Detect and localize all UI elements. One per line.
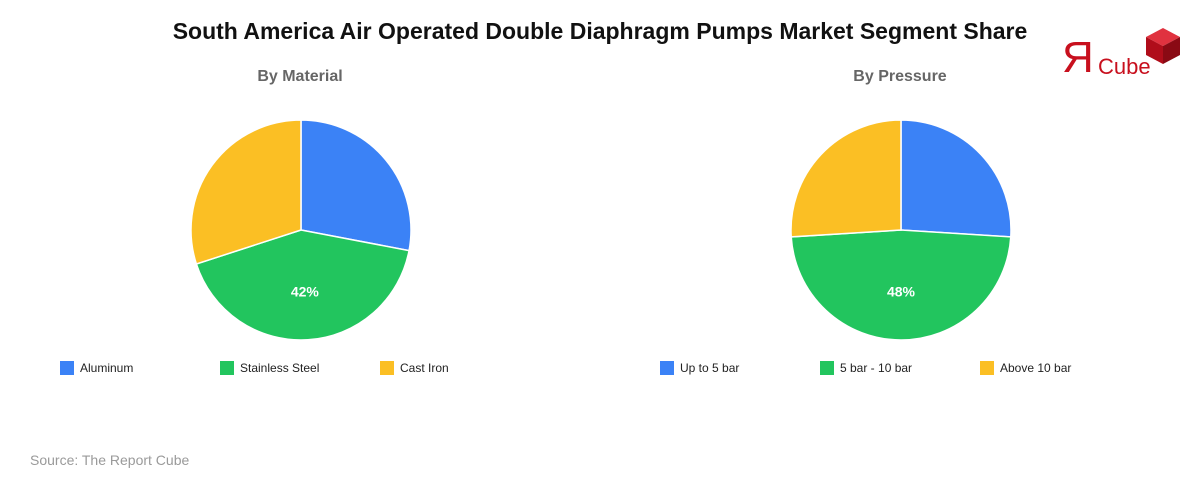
pie-slice-up-to-5-bar: [900, 119, 1012, 238]
pie-slice-stainless-steel: [195, 229, 410, 341]
pie-chart-material: 42%: [190, 119, 412, 341]
legend-label: Cast Iron: [400, 361, 449, 375]
data-label-stainless-steel: 42%: [291, 283, 320, 299]
legend-swatch: [60, 361, 74, 375]
legend-swatch: [380, 361, 394, 375]
legend-pressure: Up to 5 bar 5 bar - 10 bar Above 10 bar: [660, 361, 1180, 379]
legend-label: Up to 5 bar: [680, 361, 740, 375]
pie-slice-cast-iron: [190, 119, 302, 265]
legend-item-cast-iron: Cast Iron: [380, 361, 449, 375]
legend-label: 5 bar - 10 bar: [840, 361, 913, 375]
legend-swatch: [660, 361, 674, 375]
pie-slice-5-bar-10-bar: [790, 229, 1012, 341]
legend-swatch: [820, 361, 834, 375]
chart-title-material: By Material: [257, 68, 343, 85]
report-cube-logo: Я Cube: [1060, 26, 1190, 86]
page-title: South America Air Operated Double Diaphr…: [172, 18, 1028, 44]
cube-icon: [1146, 28, 1180, 64]
legend-swatch: [220, 361, 234, 375]
legend-material: Aluminum Stainless Steel Cast Iron: [60, 361, 580, 379]
legend-label: Aluminum: [80, 361, 134, 375]
legend-item-up-to-5-bar: Up to 5 bar: [660, 361, 739, 375]
pie-chart-pressure: 48%: [790, 119, 1012, 341]
data-label-5-bar-10-bar: 48%: [887, 284, 916, 300]
pie-slice-aluminum: [300, 119, 412, 252]
legend-item-above-10-bar: Above 10 bar: [980, 361, 1071, 375]
logo-word: Cube: [1098, 54, 1151, 79]
legend-swatch: [980, 361, 994, 375]
legend-item-stainless-steel: Stainless Steel: [220, 361, 319, 375]
pie-slice-above-10-bar: [790, 119, 902, 238]
legend-label: Stainless Steel: [240, 361, 320, 375]
logo-mark: Я: [1062, 33, 1094, 82]
legend-item-5-bar-10-bar: 5 bar - 10 bar: [820, 361, 912, 375]
legend-item-aluminum: Aluminum: [60, 361, 133, 375]
chart-title-pressure: By Pressure: [853, 68, 947, 85]
source-note: Source: The Report Cube: [30, 452, 190, 468]
legend-label: Above 10 bar: [1000, 361, 1072, 375]
